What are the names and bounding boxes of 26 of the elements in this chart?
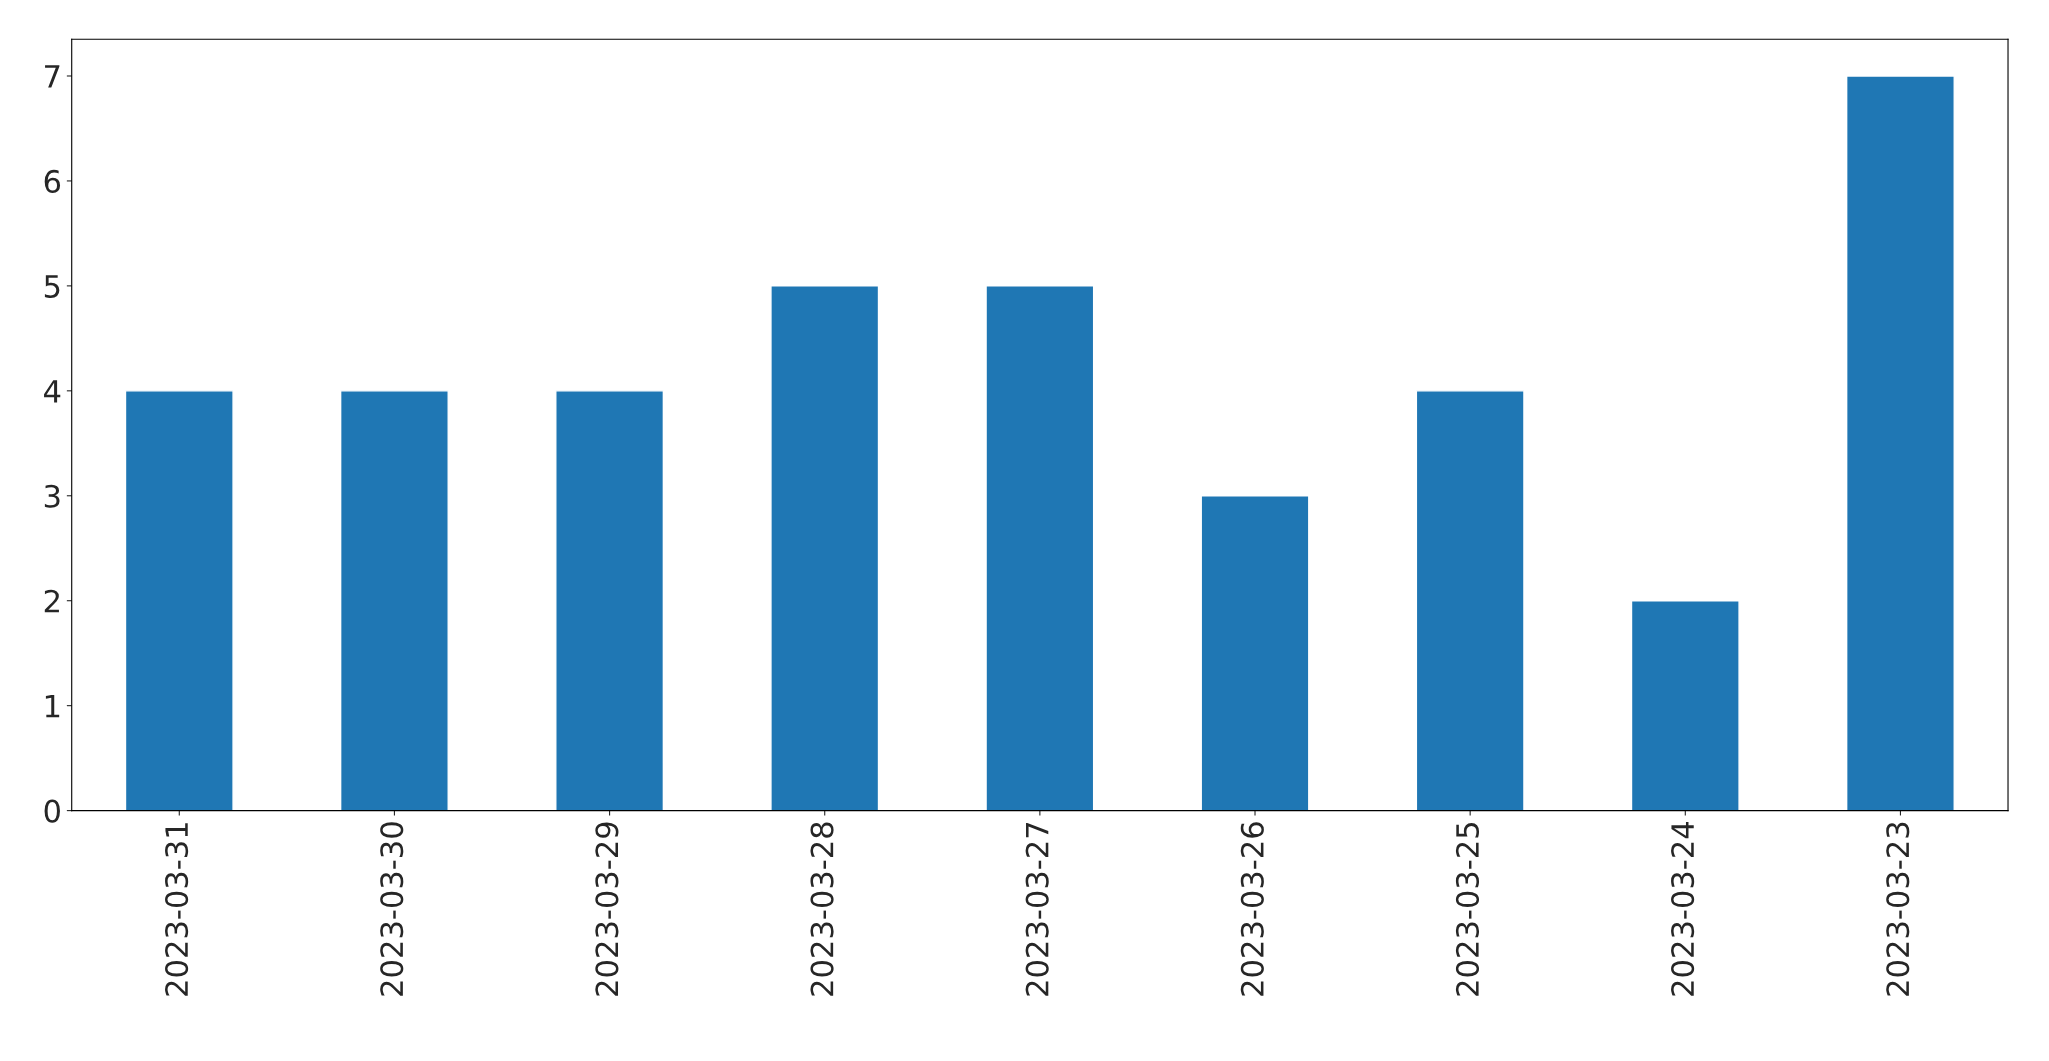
y-tick-label: 5 bbox=[44, 275, 60, 298]
y-tick-label: 3 bbox=[44, 484, 60, 508]
x-tick-label: 2023-03-28 bbox=[810, 822, 834, 996]
y-tick-label: 7 bbox=[45, 65, 60, 88]
x-tick-label: 2023-03-27 bbox=[1025, 822, 1049, 996]
x-tick-label: 2023-03-30 bbox=[380, 822, 404, 996]
y-tick-label: 4 bbox=[44, 380, 61, 403]
y-tick-label: 6 bbox=[44, 169, 61, 193]
x-tick-label: 2023-03-25 bbox=[1455, 823, 1480, 996]
bar bbox=[770, 285, 880, 811]
bar bbox=[124, 390, 234, 811]
x-tick-label: 2023-03-31 bbox=[165, 823, 189, 996]
y-tick-label: 0 bbox=[44, 799, 60, 823]
y-tick-label: 2 bbox=[44, 589, 59, 613]
bar bbox=[1200, 495, 1310, 811]
bar bbox=[1630, 600, 1740, 811]
x-tick-label: 2023-03-29 bbox=[595, 822, 619, 996]
bar bbox=[985, 285, 1095, 811]
bar bbox=[1845, 75, 1955, 811]
x-tick-label: 2023-03-26 bbox=[1240, 822, 1264, 996]
bar bbox=[555, 390, 665, 811]
x-tick-label: 2023-03-24 bbox=[1671, 822, 1695, 996]
bar bbox=[1415, 390, 1525, 811]
x-tick-label: 2023-03-23 bbox=[1886, 822, 1910, 996]
y-tick-label: 1 bbox=[45, 694, 60, 718]
bar bbox=[339, 390, 449, 811]
